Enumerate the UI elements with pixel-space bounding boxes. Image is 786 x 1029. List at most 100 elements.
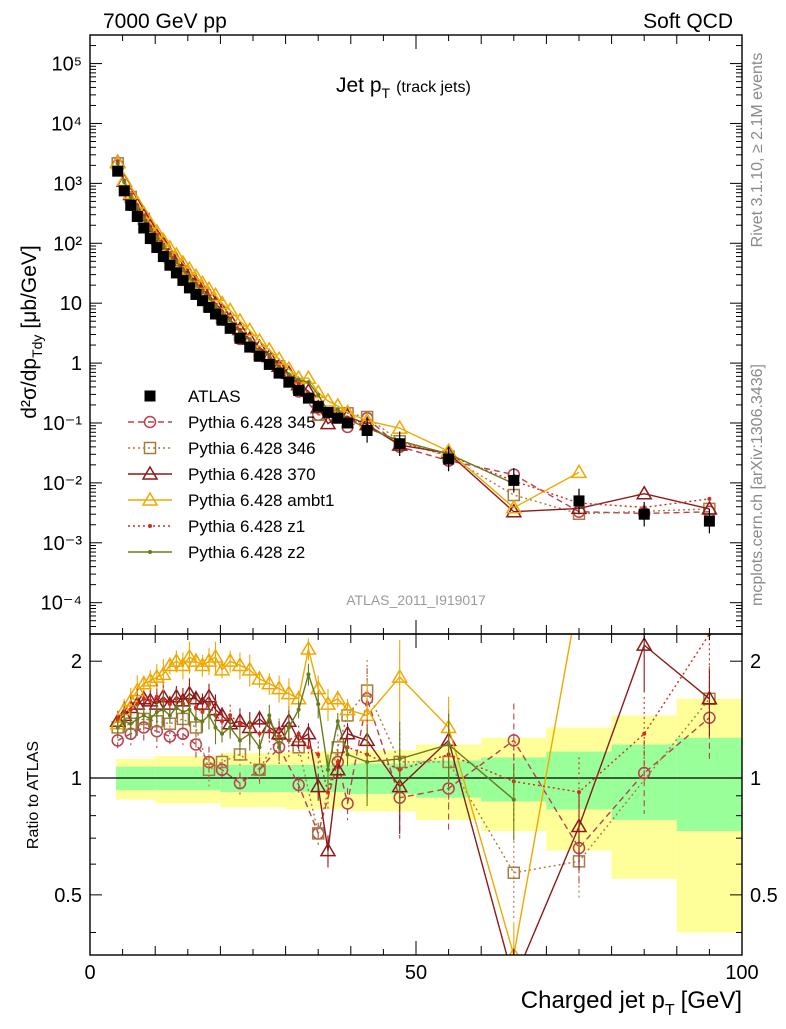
series-6-ratio-point xyxy=(257,745,262,750)
y-tick-label: 10⁻³ xyxy=(43,533,83,555)
series-5-ratio-point xyxy=(577,790,581,795)
header-right: Soft QCD xyxy=(643,10,733,33)
series-5-ratio-point xyxy=(148,698,153,703)
atlas-point xyxy=(244,341,256,353)
series-6-main-point xyxy=(200,289,205,294)
legend-marker xyxy=(148,524,152,528)
series-5-main-point xyxy=(707,496,712,501)
atlas-point xyxy=(125,199,137,211)
x-tick-label: 50 xyxy=(405,962,427,984)
atlas-point xyxy=(312,400,324,412)
series-5-main-point xyxy=(296,381,301,386)
series-4-ratio-point xyxy=(270,680,288,695)
series-6-ratio-point xyxy=(397,756,402,761)
series-6-ratio-point xyxy=(122,719,127,724)
analysis-tag: ATLAS_2011_I919017 xyxy=(346,592,486,608)
series-6-main-point xyxy=(122,180,127,185)
series-5-ratio-point xyxy=(237,721,242,726)
series-4-main-point xyxy=(194,274,211,290)
series-6-ratio-point xyxy=(135,716,140,721)
series-6-main-point xyxy=(296,377,301,382)
header-left: 7000 GeV pp xyxy=(103,10,227,33)
series-6-ratio-point xyxy=(167,713,172,718)
series-2-ratio-point xyxy=(253,763,266,777)
legend-entry: Pythia 6.428 ambt1 xyxy=(128,491,334,510)
series-1-ratio-point xyxy=(292,778,305,792)
atlas-point xyxy=(322,406,334,418)
series-6-main-point xyxy=(193,283,198,288)
series-6-ratio-point xyxy=(206,713,211,718)
y-tick-label: 10 xyxy=(60,293,82,315)
series-4-ratio-point xyxy=(148,668,166,683)
series-6-main-point xyxy=(286,372,291,377)
series-4-ratio-point xyxy=(280,685,298,700)
series-6-ratio-point xyxy=(141,713,146,718)
atlas-point xyxy=(144,233,156,245)
legend-marker xyxy=(143,441,157,455)
series-5-ratio-point xyxy=(335,759,340,764)
y-tick-label: 10² xyxy=(53,233,82,255)
series-5-ratio-point xyxy=(115,716,120,721)
series-1-main-line xyxy=(117,165,710,515)
series-6-ratio-point xyxy=(187,707,192,712)
atlas-point xyxy=(112,165,124,177)
series-3-ratio-point xyxy=(300,725,317,740)
x-ticks: 0 50 100 xyxy=(84,35,759,984)
atlas-point xyxy=(302,392,314,404)
series-3-ratio-point xyxy=(251,710,268,725)
series-4-ratio-point xyxy=(142,672,159,687)
series-4-main-point xyxy=(251,332,268,347)
atlas-point xyxy=(157,251,169,263)
series-4-ratio-point xyxy=(508,946,519,955)
series-6-main-point xyxy=(335,407,340,412)
series-6-main-point xyxy=(115,161,120,166)
main-plot-area: 10⁻⁴ 10⁻³ 10⁻² 10⁻¹ 1 10 10² 10³ 10⁴ 10⁵ xyxy=(41,34,743,635)
series-5-ratio-point xyxy=(220,719,225,724)
series-5-ratio-point xyxy=(154,694,159,699)
series-4-main-point xyxy=(309,383,327,399)
ratio-tick-label-right: 2 xyxy=(750,651,761,673)
series-6-ratio-point xyxy=(286,725,291,730)
series-4-ratio-point xyxy=(300,640,317,655)
y-tick-label: 10³ xyxy=(53,173,82,195)
legend-label: Pythia 6.428 ambt1 xyxy=(188,491,334,510)
series-6-ratio-point xyxy=(345,752,350,757)
series-1-ratio-point xyxy=(341,797,354,810)
series-4-ratio-point xyxy=(260,675,278,690)
legend-marker xyxy=(141,491,159,506)
series-4-ratio-point xyxy=(135,675,153,690)
legend-label: Pythia 6.428 345 xyxy=(188,413,316,432)
series-6-main-point xyxy=(206,295,211,300)
legend-marker xyxy=(143,415,157,429)
atlas-point xyxy=(118,185,130,197)
series-6-ratio-line xyxy=(117,671,515,801)
series-6-ratio-point xyxy=(325,767,330,772)
series-6-ratio-point xyxy=(174,705,179,710)
series-4-ratio-point xyxy=(391,668,409,683)
series-5-ratio-point xyxy=(128,707,133,712)
series-1-ratio-point xyxy=(176,727,190,741)
atlas-point xyxy=(342,417,354,429)
ratio-ylabel: Ratio to ATLAS xyxy=(25,741,42,849)
atlas-point xyxy=(293,384,305,396)
atlas-data xyxy=(112,165,715,534)
y-tick-label: 10⁻¹ xyxy=(43,413,83,435)
series-3-ratio-point xyxy=(329,761,347,776)
atlas-point xyxy=(203,301,215,313)
series-4-main-point xyxy=(270,350,288,366)
x-tick-label: 100 xyxy=(725,962,758,984)
series-2-main-line xyxy=(117,163,710,515)
series-5-ratio-point xyxy=(642,731,647,736)
series-3-main-point xyxy=(635,485,653,500)
atlas-point xyxy=(638,508,650,520)
atlas-point xyxy=(224,322,236,334)
atlas-point xyxy=(234,332,246,344)
series-1-ratio-line xyxy=(117,698,710,850)
series-6-ratio-point xyxy=(446,742,451,747)
series-6-main-point xyxy=(228,318,233,323)
green-band xyxy=(676,737,742,832)
atlas-point xyxy=(210,308,222,320)
series-6-main-point xyxy=(154,235,159,240)
ratio-y-ticks: 0.5 0.5 1 1 2 2 xyxy=(54,651,778,933)
legend: ATLAS Pythia 6.428 345 Pythia 6.428 346 Pyt… xyxy=(128,387,334,562)
